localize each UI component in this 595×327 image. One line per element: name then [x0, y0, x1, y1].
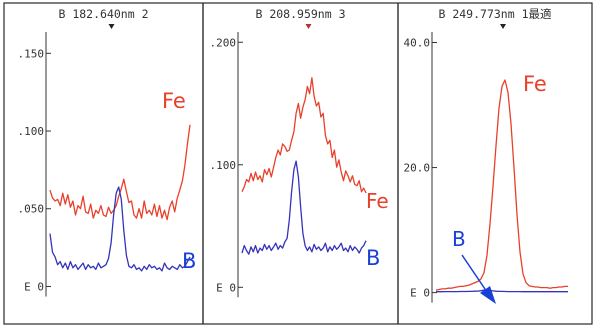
- panel-1-tick-label-1: .100: [18, 125, 45, 138]
- panel-1-baseline-label: E 0: [24, 280, 44, 293]
- panel-1-tick-label-2: .050: [18, 203, 45, 216]
- panel-3-tick-label-0: 40.0: [404, 37, 431, 50]
- panel-2-tick-label-0: .200: [210, 36, 237, 49]
- panel-2-b-label: B: [366, 246, 380, 270]
- panel-2-b-line: [241, 160, 367, 255]
- panel-3-b-arrow-head: [480, 286, 496, 304]
- outer-frame: [3, 2, 593, 325]
- panel-1-fe-label: Fe: [162, 89, 186, 113]
- panel-3-tick-label-1: 20.0: [404, 162, 431, 175]
- panel-1-peak-marker: [108, 24, 115, 29]
- panel-1-tick-label-0: .150: [18, 47, 45, 60]
- panel-3-header: B 249.773nm 1最適: [438, 7, 552, 21]
- panel-2-header: B 208.959nm 3: [255, 7, 345, 21]
- panel-3-fe-line: [435, 79, 568, 291]
- panel-3-fe-label: Fe: [523, 72, 547, 96]
- panel-2-fe-line: [241, 77, 367, 194]
- panel-3-peak-marker: [500, 24, 506, 29]
- panel-3-b-arrow-line: [461, 254, 488, 293]
- panel-2-tick-label-1: .100: [210, 159, 237, 172]
- panel-3-b-label: B: [452, 227, 466, 251]
- panel-1-header: B 182.640nm 2: [58, 7, 148, 21]
- panel-2-peak-marker: [305, 24, 312, 29]
- panel-3-b-line: [436, 289, 568, 293]
- panel-1-b-label: B: [182, 249, 196, 273]
- panel-3-baseline-label: E 0: [410, 287, 430, 300]
- panel-2-baseline-label: E 0: [216, 281, 236, 294]
- panel-2-fe-label: Fe: [366, 189, 389, 213]
- panel-1-b-line: [49, 186, 191, 272]
